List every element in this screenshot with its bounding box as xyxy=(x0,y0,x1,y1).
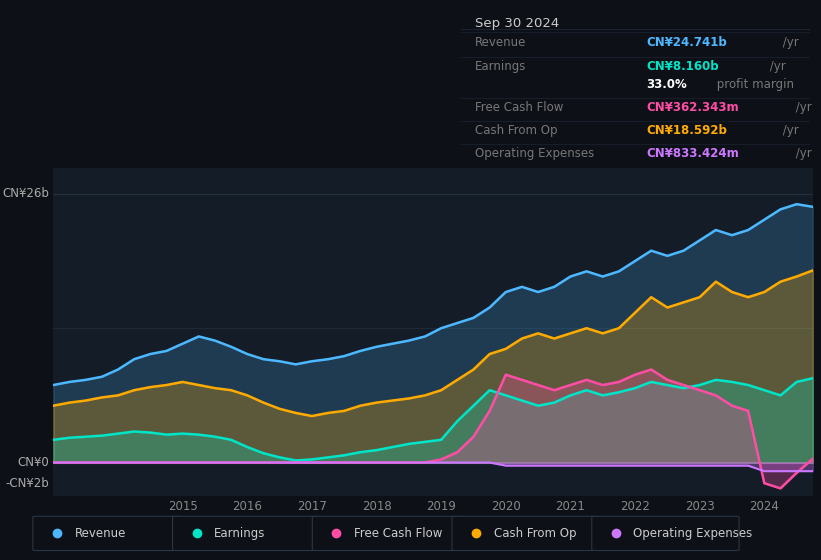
Text: -CN¥2b: -CN¥2b xyxy=(6,477,49,489)
Text: CN¥24.741b: CN¥24.741b xyxy=(646,36,727,49)
Text: /yr: /yr xyxy=(779,124,799,137)
Text: Revenue: Revenue xyxy=(475,36,527,49)
Text: Free Cash Flow: Free Cash Flow xyxy=(354,527,443,540)
Text: CN¥362.343m: CN¥362.343m xyxy=(646,101,739,114)
Text: profit margin: profit margin xyxy=(713,78,794,91)
Text: Free Cash Flow: Free Cash Flow xyxy=(475,101,564,114)
Text: Sep 30 2024: Sep 30 2024 xyxy=(475,17,560,30)
Text: Revenue: Revenue xyxy=(75,527,126,540)
FancyBboxPatch shape xyxy=(172,516,320,550)
FancyBboxPatch shape xyxy=(312,516,460,550)
Text: CN¥8.160b: CN¥8.160b xyxy=(646,60,719,73)
FancyBboxPatch shape xyxy=(592,516,739,550)
Text: Earnings: Earnings xyxy=(214,527,265,540)
Text: /yr: /yr xyxy=(792,147,812,160)
Text: Cash From Op: Cash From Op xyxy=(475,124,557,137)
Text: Cash From Op: Cash From Op xyxy=(493,527,576,540)
FancyBboxPatch shape xyxy=(452,516,599,550)
Text: /yr: /yr xyxy=(766,60,786,73)
Text: CN¥26b: CN¥26b xyxy=(2,188,49,200)
Text: Operating Expenses: Operating Expenses xyxy=(633,527,753,540)
Text: CN¥18.592b: CN¥18.592b xyxy=(646,124,727,137)
Text: CN¥833.424m: CN¥833.424m xyxy=(646,147,739,160)
Text: /yr: /yr xyxy=(779,36,799,49)
Text: Earnings: Earnings xyxy=(475,60,527,73)
Text: CN¥0: CN¥0 xyxy=(18,456,49,469)
FancyBboxPatch shape xyxy=(33,516,180,550)
Text: Operating Expenses: Operating Expenses xyxy=(475,147,594,160)
Text: /yr: /yr xyxy=(792,101,812,114)
Text: 33.0%: 33.0% xyxy=(646,78,687,91)
